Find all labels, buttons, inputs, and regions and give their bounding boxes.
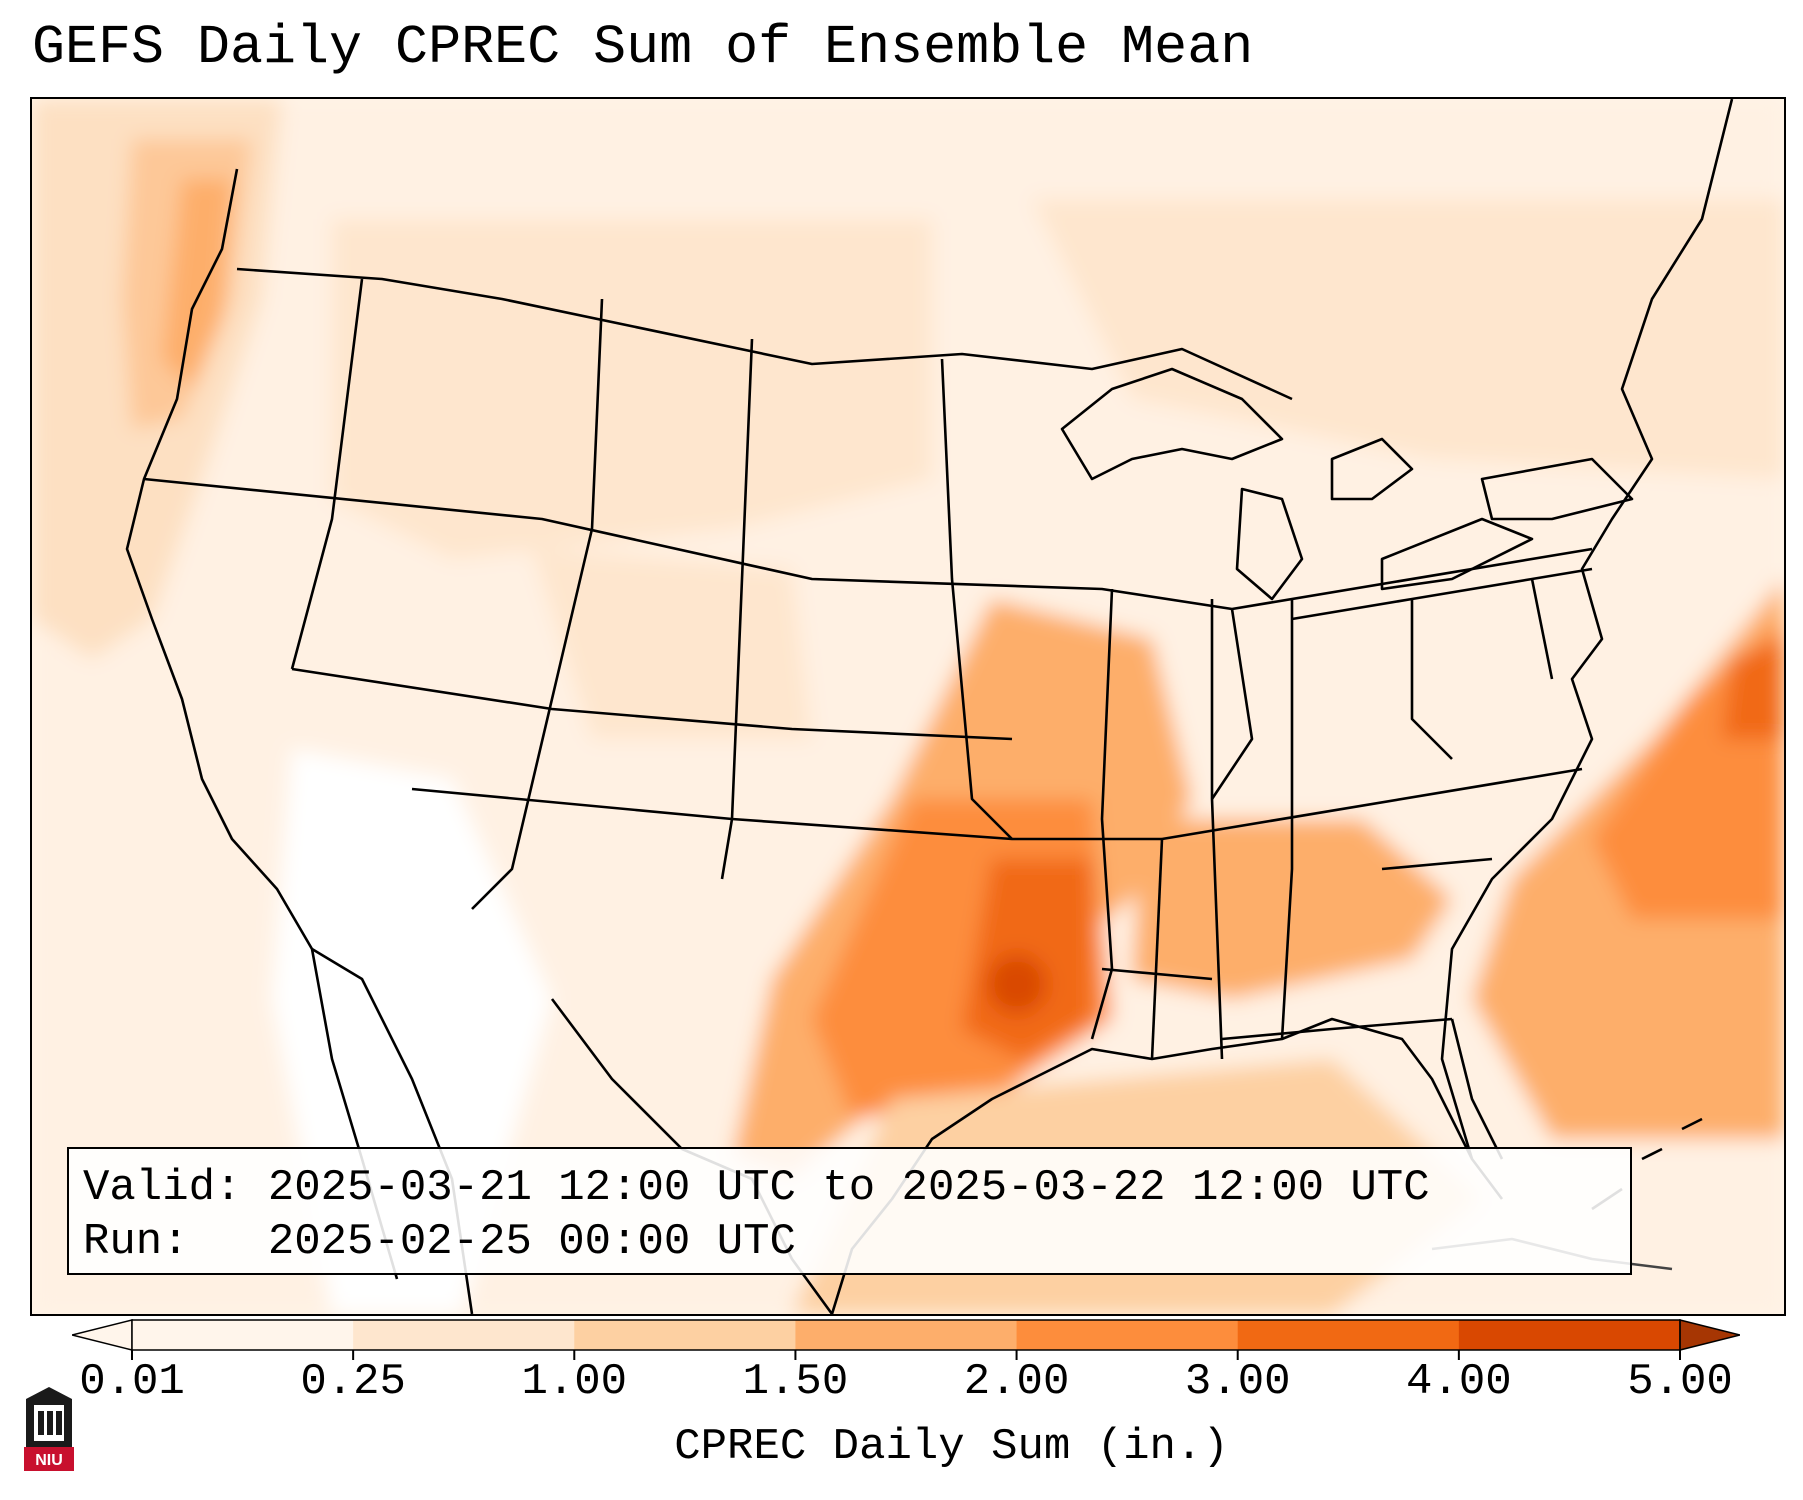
- colorbar-tick-label: 2.00: [963, 1357, 1070, 1407]
- logo-text: NIU: [35, 1452, 63, 1469]
- valid-time-text: Valid: 2025-03-21 12:00 UTC to 2025-03-2…: [83, 1163, 1430, 1213]
- niu-logo: NIU: [24, 1387, 74, 1471]
- valid-run-box: Valid: 2025-03-21 12:00 UTC to 2025-03-2…: [67, 1147, 1632, 1275]
- run-time-text: Run: 2025-02-25 00:00 UTC: [83, 1217, 796, 1267]
- colorbar-outline: [131, 1319, 1681, 1351]
- colorbar-tick-label: 0.01: [79, 1357, 185, 1407]
- colorbar-segment: [795, 1320, 1018, 1350]
- colorbar-tick-label: 1.50: [742, 1357, 849, 1407]
- colorbar-segment: [132, 1320, 354, 1350]
- colorbar-extend-low: [71, 1319, 133, 1351]
- map-borders: [125, 99, 1734, 1314]
- colorbar-segment: [574, 1320, 796, 1350]
- precip-map: [32, 99, 1784, 1314]
- colorbar-graphic: [71, 1319, 1741, 1360]
- colorbar-label: CPREC Daily Sum (in.): [674, 1422, 1229, 1472]
- colorbar-segment: [1237, 1320, 1460, 1350]
- colorbar-segment: [1016, 1320, 1239, 1350]
- colorbar-tick-label: 1.00: [521, 1357, 628, 1407]
- colorbar-tick-label: 4.00: [1406, 1357, 1512, 1407]
- colorbar: [71, 1312, 1741, 1372]
- colorbar-tick-label: 0.25: [300, 1357, 406, 1407]
- precip-shading: [32, 99, 1784, 1314]
- map-panel: [30, 97, 1786, 1316]
- colorbar-tick-label: 5.00: [1627, 1357, 1733, 1407]
- colorbar-segment: [353, 1320, 575, 1350]
- colorbar-extend-high: [1679, 1319, 1741, 1351]
- map-title: GEFS Daily CPREC Sum of Ensemble Mean: [32, 16, 1254, 79]
- colorbar-tick-label: 3.00: [1184, 1357, 1291, 1407]
- colorbar-segment: [1458, 1320, 1681, 1350]
